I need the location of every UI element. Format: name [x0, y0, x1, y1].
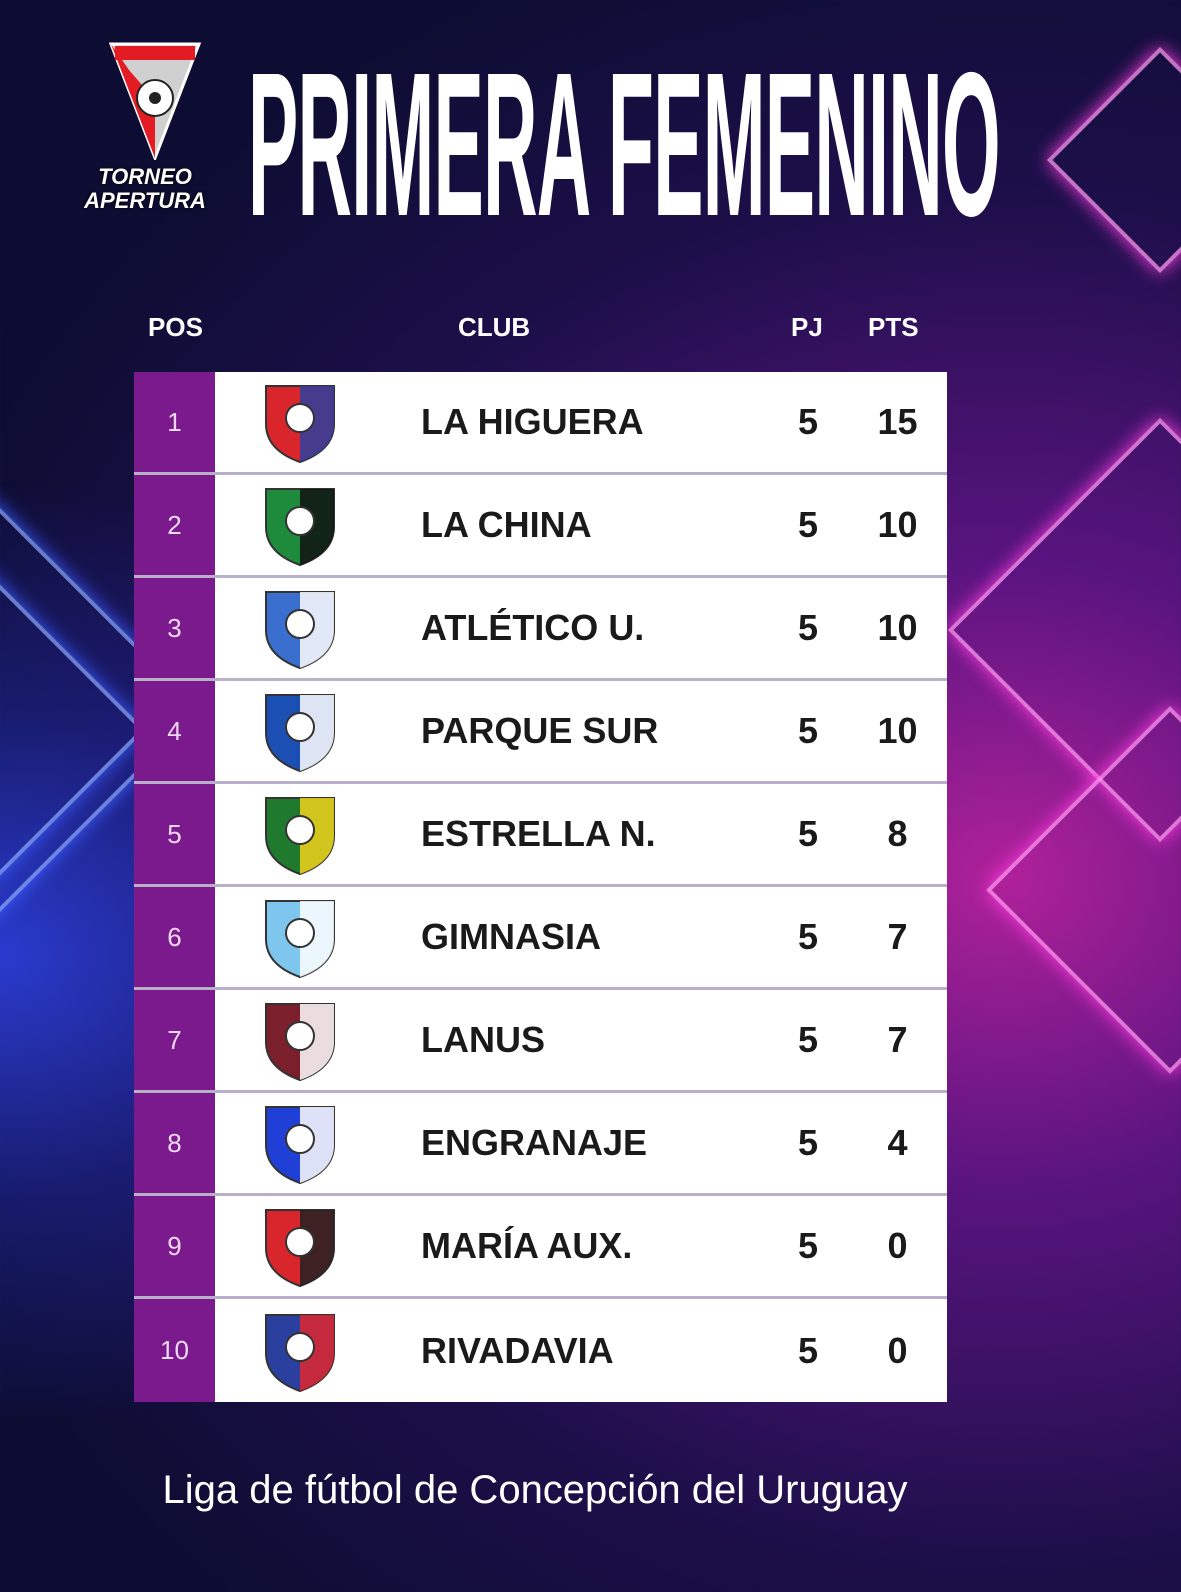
points: 15	[877, 401, 918, 442]
club-cell: LA CHINA 5 10	[215, 475, 947, 575]
tournament-crest-icon	[108, 42, 201, 163]
club-crest-icon	[265, 385, 335, 464]
club-crest-icon	[265, 1003, 335, 1082]
position: 4	[134, 681, 215, 781]
table-row: 7 LANUS 5 7	[134, 990, 947, 1093]
table-row: 1 LA HIGUERA 5 15	[134, 372, 947, 475]
points: 0	[887, 1329, 908, 1371]
footer-league-name: Liga de fútbol de Concepción del Uruguay	[162, 1468, 908, 1512]
club-cell: RIVADAVIA 5 0	[215, 1299, 947, 1402]
table-row: 3 ATLÉTICO U. 5 10	[134, 578, 947, 681]
points: 0	[887, 1225, 908, 1266]
position: 9	[134, 1196, 215, 1296]
position: 8	[134, 1093, 215, 1193]
club-crest-icon	[265, 1313, 335, 1392]
table-row: 9 MARÍA AUX. 5 0	[134, 1196, 947, 1299]
table-row: 6 GIMNASIA 5 7	[134, 887, 947, 990]
tournament-logo: TORNEO APERTURA	[80, 40, 210, 213]
club-crest-icon	[265, 1209, 335, 1288]
played: 5	[797, 710, 819, 751]
played: 5	[797, 1329, 819, 1371]
club-crest-icon	[265, 488, 335, 567]
position: 10	[134, 1299, 215, 1402]
page-title: PRIMERA FEMENINO	[248, 30, 1001, 259]
played: 5	[797, 1122, 819, 1163]
club-name: ATLÉTICO U.	[421, 607, 645, 648]
position: 6	[134, 887, 215, 987]
table-row: 5 ESTRELLA N. 5 8	[134, 784, 947, 887]
played: 5	[797, 607, 819, 648]
club-name: GIMNASIA	[421, 916, 601, 957]
played: 5	[797, 813, 819, 854]
points: 8	[887, 813, 908, 854]
header-pj: PJ	[791, 312, 823, 342]
table-row: 10 RIVADAVIA 5 0	[134, 1299, 947, 1402]
club-name: PARQUE SUR	[421, 710, 659, 751]
played: 5	[797, 1019, 819, 1060]
points: 7	[887, 916, 908, 957]
club-name: LANUS	[421, 1019, 545, 1060]
table-row: 2 LA CHINA 5 10	[134, 475, 947, 578]
played: 5	[797, 916, 819, 957]
club-name: RIVADAVIA	[421, 1329, 614, 1371]
header-pts: PTS	[868, 312, 919, 342]
position: 2	[134, 475, 215, 575]
table-row: 8 ENGRANAJE 5 4	[134, 1093, 947, 1196]
club-name: LA CHINA	[421, 504, 592, 545]
club-cell: LA HIGUERA 5 15	[215, 372, 947, 472]
club-cell: ATLÉTICO U. 5 10	[215, 578, 947, 678]
header-club: CLUB	[458, 312, 531, 342]
club-crest-icon	[265, 694, 335, 773]
points: 10	[877, 607, 918, 648]
club-crest-icon	[265, 797, 335, 876]
club-cell: PARQUE SUR 5 10	[215, 681, 947, 781]
standings-table: 1 LA HIGUERA 5 15 2 LA CHINA 5 10 3 ATLÉ…	[134, 372, 947, 1402]
points: 4	[887, 1122, 908, 1163]
points: 10	[877, 710, 918, 751]
club-cell: ENGRANAJE 5 4	[215, 1093, 947, 1193]
club-cell: ESTRELLA N. 5 8	[215, 784, 947, 884]
club-crest-icon	[265, 900, 335, 979]
club-name: ESTRELLA N.	[421, 813, 656, 854]
position: 7	[134, 990, 215, 1090]
club-name: ENGRANAJE	[421, 1122, 648, 1163]
club-cell: MARÍA AUX. 5 0	[215, 1196, 947, 1296]
club-cell: GIMNASIA 5 7	[215, 887, 947, 987]
header-pos: POS	[148, 312, 203, 342]
points: 7	[887, 1019, 908, 1060]
played: 5	[797, 504, 819, 545]
position: 3	[134, 578, 215, 678]
club-name: LA HIGUERA	[421, 401, 644, 442]
table-row: 4 PARQUE SUR 5 10	[134, 681, 947, 784]
position: 1	[134, 372, 215, 472]
position: 5	[134, 784, 215, 884]
points: 10	[877, 504, 918, 545]
played: 5	[797, 1225, 819, 1266]
club-crest-icon	[265, 591, 335, 670]
club-crest-icon	[265, 1106, 335, 1185]
played: 5	[797, 401, 819, 442]
logo-line-2: APERTURA	[84, 188, 206, 213]
club-cell: LANUS 5 7	[215, 990, 947, 1090]
logo-line-1: TORNEO	[98, 164, 192, 189]
club-name: MARÍA AUX.	[421, 1225, 633, 1266]
